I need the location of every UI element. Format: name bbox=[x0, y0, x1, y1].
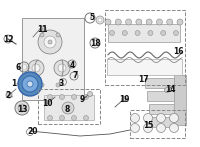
Circle shape bbox=[170, 113, 179, 122]
Text: 7: 7 bbox=[72, 71, 78, 81]
Text: 9: 9 bbox=[79, 95, 85, 103]
Bar bbox=[149, 104, 175, 114]
Circle shape bbox=[56, 83, 60, 87]
Circle shape bbox=[105, 19, 111, 25]
Circle shape bbox=[58, 64, 66, 72]
Text: 2: 2 bbox=[5, 91, 11, 100]
Circle shape bbox=[72, 95, 76, 100]
Text: 14: 14 bbox=[165, 85, 175, 93]
Circle shape bbox=[122, 96, 127, 101]
Circle shape bbox=[44, 36, 56, 48]
Circle shape bbox=[148, 30, 153, 35]
Bar bbox=[22, 18, 84, 100]
Text: 16: 16 bbox=[173, 47, 183, 56]
Circle shape bbox=[144, 123, 153, 132]
Circle shape bbox=[170, 123, 179, 132]
Circle shape bbox=[56, 33, 60, 37]
Circle shape bbox=[96, 16, 104, 24]
Circle shape bbox=[48, 116, 52, 121]
Text: 13: 13 bbox=[17, 105, 27, 113]
Circle shape bbox=[130, 113, 140, 122]
Circle shape bbox=[32, 64, 40, 72]
Text: 17: 17 bbox=[138, 76, 148, 85]
Bar bbox=[145, 78, 175, 88]
Circle shape bbox=[22, 76, 38, 92]
Text: 19: 19 bbox=[119, 95, 129, 103]
Circle shape bbox=[48, 95, 52, 100]
Circle shape bbox=[98, 18, 102, 22]
Circle shape bbox=[60, 116, 64, 121]
Circle shape bbox=[48, 40, 52, 44]
Circle shape bbox=[40, 83, 44, 87]
Circle shape bbox=[110, 30, 114, 35]
Bar bbox=[147, 91, 175, 101]
Circle shape bbox=[144, 113, 153, 122]
Circle shape bbox=[28, 60, 44, 76]
Circle shape bbox=[27, 81, 33, 87]
Circle shape bbox=[84, 95, 88, 100]
Circle shape bbox=[174, 30, 179, 35]
Circle shape bbox=[156, 113, 166, 122]
Circle shape bbox=[146, 19, 152, 25]
Circle shape bbox=[65, 105, 71, 111]
Circle shape bbox=[40, 26, 46, 32]
Text: 20: 20 bbox=[28, 127, 38, 137]
Bar bbox=[107, 59, 182, 75]
Circle shape bbox=[136, 19, 142, 25]
Text: 3: 3 bbox=[58, 78, 64, 87]
Bar bbox=[105, 10, 185, 85]
Text: 1: 1 bbox=[11, 78, 17, 87]
Circle shape bbox=[130, 123, 140, 132]
Text: 12: 12 bbox=[3, 35, 13, 44]
Text: 8: 8 bbox=[64, 105, 70, 113]
Circle shape bbox=[161, 30, 166, 35]
Circle shape bbox=[177, 19, 183, 25]
Circle shape bbox=[72, 116, 76, 121]
Text: 11: 11 bbox=[37, 25, 47, 34]
Circle shape bbox=[15, 101, 29, 115]
Circle shape bbox=[156, 19, 162, 25]
Text: 15: 15 bbox=[143, 121, 153, 130]
Circle shape bbox=[126, 19, 132, 25]
Circle shape bbox=[18, 72, 42, 96]
Circle shape bbox=[44, 101, 50, 106]
Bar bbox=[151, 117, 175, 127]
Circle shape bbox=[122, 30, 127, 35]
Circle shape bbox=[88, 91, 92, 96]
Circle shape bbox=[164, 87, 170, 92]
Circle shape bbox=[38, 30, 62, 54]
Text: 6: 6 bbox=[15, 62, 21, 71]
Circle shape bbox=[6, 92, 12, 98]
Text: 10: 10 bbox=[42, 98, 52, 107]
Bar bbox=[108, 24, 180, 42]
Text: 5: 5 bbox=[89, 12, 95, 21]
Text: 4: 4 bbox=[69, 61, 75, 70]
Bar bbox=[130, 110, 185, 138]
Circle shape bbox=[18, 104, 26, 112]
Circle shape bbox=[84, 116, 88, 121]
Circle shape bbox=[60, 95, 64, 100]
Bar bbox=[38, 89, 100, 124]
Circle shape bbox=[115, 19, 121, 25]
Circle shape bbox=[62, 102, 74, 114]
Circle shape bbox=[54, 60, 70, 76]
Circle shape bbox=[156, 123, 166, 132]
Circle shape bbox=[167, 19, 173, 25]
Bar bbox=[174, 75, 186, 125]
Circle shape bbox=[135, 30, 140, 35]
Bar bbox=[44, 95, 94, 120]
Circle shape bbox=[40, 33, 44, 37]
Text: 18: 18 bbox=[90, 39, 100, 47]
